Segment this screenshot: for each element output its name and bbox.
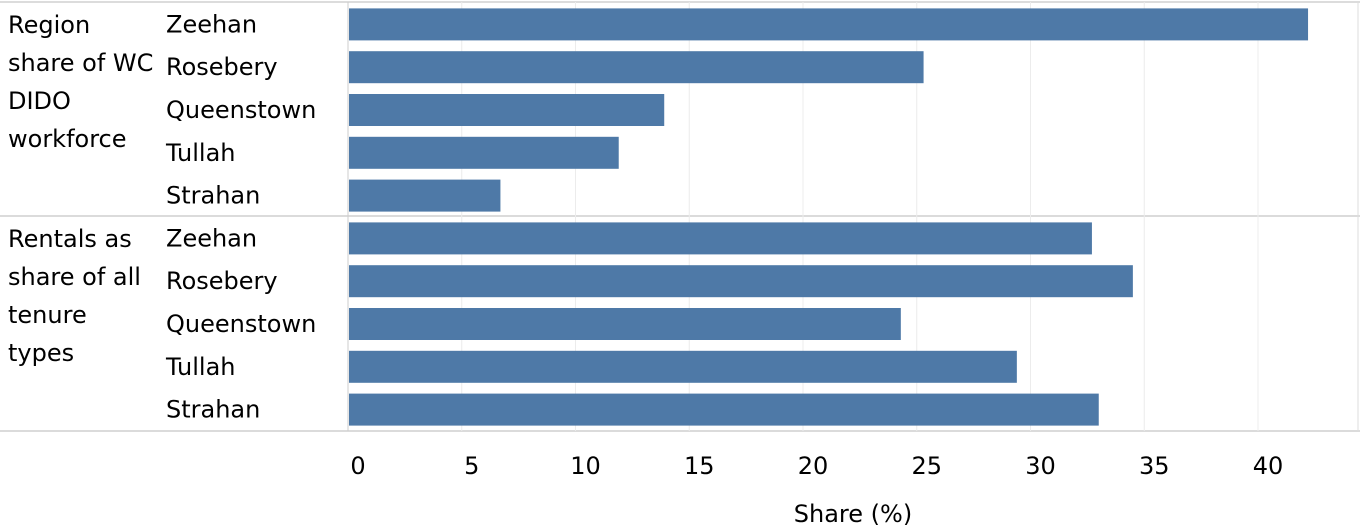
x-tick-label-30: 30 — [1025, 452, 1056, 480]
category-label-rentals-tullah: Tullah — [165, 353, 235, 381]
x-tick-label-20: 20 — [798, 452, 829, 480]
group-label-rentals: Rentals as share of all tenure types — [8, 225, 141, 367]
bar-rentals-queenstown — [349, 308, 901, 340]
bar-rentals-rosebery — [349, 265, 1133, 298]
x-tick-label-15: 15 — [684, 452, 715, 480]
category-label-rentals-rosebery: Rosebery — [166, 267, 278, 295]
x-axis-title: Share (%) — [794, 500, 912, 528]
bar-workforce-strahan — [349, 179, 501, 212]
x-tick-label-10: 10 — [570, 452, 601, 480]
bar-rentals-strahan — [349, 393, 1099, 426]
category-label-rentals-queenstown: Queenstown — [166, 310, 316, 338]
bar-rentals-zeehan — [349, 222, 1092, 255]
category-label-workforce-zeehan: Zeehan — [166, 10, 257, 38]
bar-workforce-zeehan — [349, 8, 1309, 41]
bar-workforce-tullah — [349, 136, 619, 169]
category-label-workforce-strahan: Strahan — [166, 182, 260, 210]
category-label-workforce-queenstown: Queenstown — [166, 96, 316, 124]
bar-workforce-queenstown — [349, 94, 665, 126]
category-label-workforce-tullah: Tullah — [165, 139, 235, 167]
category-label-rentals-strahan: Strahan — [166, 396, 260, 424]
x-tick-label-0: 0 — [350, 452, 365, 480]
x-tick-label-25: 25 — [911, 452, 942, 480]
bar-rentals-tullah — [349, 350, 1017, 383]
category-label-rentals-zeehan: Zeehan — [166, 224, 257, 252]
x-tick-label-5: 5 — [464, 452, 479, 480]
category-label-workforce-rosebery: Rosebery — [166, 53, 278, 81]
x-tick-label-40: 40 — [1253, 452, 1284, 480]
group-label-workforce: Region share of WC DIDO workforce — [8, 11, 154, 153]
x-tick-label-35: 35 — [1139, 452, 1170, 480]
bar-workforce-rosebery — [349, 51, 924, 84]
